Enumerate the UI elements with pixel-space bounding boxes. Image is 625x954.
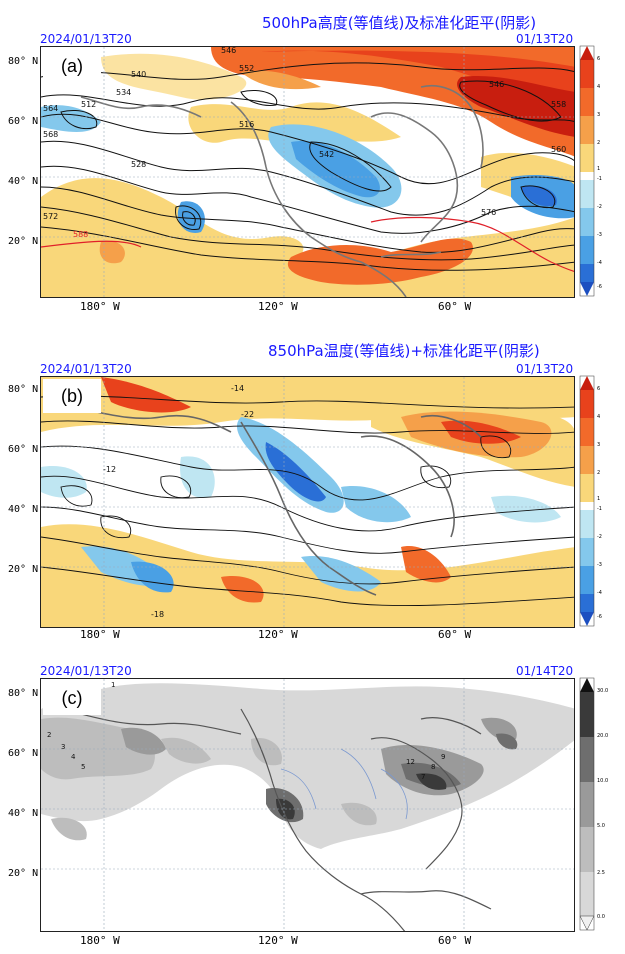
cbar-b-tick: -2	[597, 534, 602, 540]
cbar-b-tick: -1	[597, 506, 602, 512]
colorbar-c	[579, 677, 595, 931]
panel-a: 500hPa高度(等值线)及标准化距平(阴影) 2024/01/13T20 01…	[0, 0, 625, 318]
station-value: 3	[61, 743, 65, 751]
lat-label-80: 80° N	[8, 384, 39, 395]
lon-label-180w: 180° W	[80, 934, 120, 947]
contour-label: 552	[239, 64, 254, 73]
contour-label: 546	[221, 47, 236, 55]
lat-label-20: 20° N	[8, 236, 39, 247]
panel-a-date-right: 01/13T20	[516, 32, 574, 46]
station-value: 4	[71, 753, 76, 761]
contour-label: 534	[116, 88, 131, 97]
cbar-a-tick: 3	[597, 112, 601, 118]
cbar-c-tick: 20.0	[597, 733, 609, 739]
contour-label: -22	[241, 410, 254, 419]
cbar-b-tick: 2	[597, 470, 601, 476]
cbar-b-tick: 1	[597, 496, 601, 502]
lon-label-120w: 120° W	[258, 934, 298, 947]
lat-label-60: 60° N	[8, 444, 39, 455]
station-value: 1	[111, 681, 115, 689]
cbar-b-tick: -3	[597, 562, 602, 568]
map-precipitation: 1 2 3 4 5 7 8 9 12 (c)	[40, 678, 575, 932]
lon-label-180w: 180° W	[80, 300, 120, 313]
panel-b: 850hPa温度(等值线)+标准化距平(阴影) 2024/01/13T20 01…	[0, 318, 625, 641]
cbar-a-tick: 1	[597, 166, 601, 172]
lat-label-60: 60° N	[8, 748, 39, 759]
panel-b-date-right: 01/13T20	[516, 362, 574, 376]
station-value: 8	[431, 763, 435, 771]
cbar-c-tick: 2.5	[597, 870, 605, 876]
lon-label-180w: 180° W	[80, 628, 120, 641]
cbar-a-tick: 6	[597, 56, 601, 62]
cbar-a-tick: 4	[597, 84, 601, 90]
station-value: 2	[47, 731, 51, 739]
cbar-a-tick: -3	[597, 232, 602, 238]
station-value: 9	[441, 753, 445, 761]
panel-b-title: 850hPa温度(等值线)+标准化距平(阴影)	[268, 342, 540, 360]
lat-label-40: 40° N	[8, 808, 39, 819]
panel-a-date-left: 2024/01/13T20	[40, 32, 132, 46]
contour-label: 540	[131, 70, 146, 79]
lat-label-40: 40° N	[8, 504, 39, 515]
cbar-a-tick: -6	[597, 284, 602, 290]
contour-label: 516	[239, 120, 254, 129]
contour-label: 588	[73, 230, 88, 239]
contour-label: 558	[551, 100, 566, 109]
lon-label-120w: 120° W	[258, 300, 298, 313]
lon-label-60w: 60° W	[438, 300, 472, 313]
lat-label-40: 40° N	[8, 176, 39, 187]
cbar-a-tick: -1	[597, 176, 602, 182]
contour-label: 528	[131, 160, 146, 169]
contour-label: 512	[81, 100, 96, 109]
contour-label: -18	[151, 610, 164, 619]
cbar-b-tick: -4	[597, 590, 602, 596]
cbar-a-tick: 2	[597, 140, 601, 146]
lat-label-20: 20° N	[8, 868, 39, 879]
cbar-a-tick: -4	[597, 260, 602, 266]
contour-label: 576	[481, 208, 496, 217]
cbar-c-tick: 30.0	[597, 688, 609, 694]
lon-label-60w: 60° W	[438, 934, 472, 947]
cbar-c-tick: 5.0	[597, 823, 605, 829]
contour-label: -14	[231, 384, 244, 393]
cbar-c-tick: 10.0	[597, 778, 609, 784]
contour-label: 560	[551, 145, 566, 154]
map-850hpa-temperature: -14 -22 -12 -18 (b)	[40, 376, 575, 628]
panel-c-date-left: 2024/01/13T20	[40, 664, 132, 678]
station-value: 5	[81, 763, 85, 771]
colorbar-a	[579, 45, 595, 297]
cbar-c-tick: 0.0	[597, 914, 605, 920]
lon-label-60w: 60° W	[438, 628, 472, 641]
panel-c: 2024/01/13T20 01/14T20 80° N 60° N 40° N…	[0, 638, 625, 954]
contour-label: 564	[43, 104, 58, 113]
panel-b-date-left: 2024/01/13T20	[40, 362, 132, 376]
station-value: 12	[406, 758, 415, 766]
cbar-b-tick: 3	[597, 442, 601, 448]
lat-label-80: 80° N	[8, 688, 39, 699]
cbar-b-tick: 4	[597, 414, 601, 420]
cbar-b-tick: 6	[597, 386, 601, 392]
contour-label: 568	[43, 130, 58, 139]
panel-a-title: 500hPa高度(等值线)及标准化距平(阴影)	[262, 14, 537, 32]
panel-c-label: (c)	[43, 681, 101, 715]
map-500hpa-height: 546 552 540 534 564 568 512 516 528 546 …	[40, 46, 575, 298]
contour-label: 542	[319, 150, 334, 159]
panel-b-label: (b)	[43, 379, 101, 413]
contour-label: -12	[103, 465, 116, 474]
lon-label-120w: 120° W	[258, 628, 298, 641]
lat-label-60: 60° N	[8, 116, 39, 127]
contour-label: 572	[43, 212, 58, 221]
contour-label: 546	[489, 80, 504, 89]
colorbar-b	[579, 375, 595, 627]
station-value: 7	[421, 773, 425, 781]
lat-label-80: 80° N	[8, 56, 39, 67]
lat-label-20: 20° N	[8, 564, 39, 575]
panel-c-date-right: 01/14T20	[516, 664, 574, 678]
cbar-a-tick: -2	[597, 204, 602, 210]
panel-a-label: (a)	[43, 49, 101, 83]
cbar-b-tick: -6	[597, 614, 602, 620]
